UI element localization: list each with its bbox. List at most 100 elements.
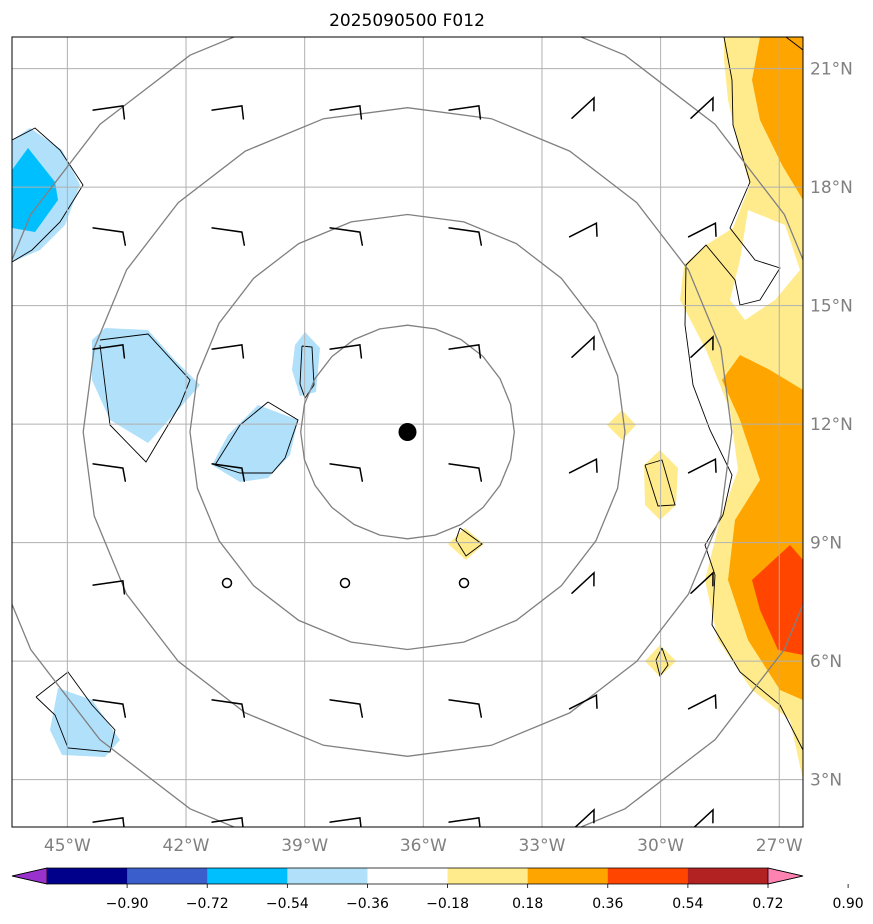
longitude-label: 42°W <box>163 836 210 856</box>
colorbar-swatch <box>287 868 368 884</box>
latitude-labels: 3°N 6°N 9°N 12°N 15°N 18°N 21°N <box>810 60 853 791</box>
longitude-label: 39°W <box>281 836 328 856</box>
colorbar-swatch <box>607 868 689 884</box>
range-ring <box>82 107 733 757</box>
wind-barb <box>448 699 483 718</box>
colorbar-tick-label: −0.54 <box>266 896 309 912</box>
wind-barb <box>92 463 127 482</box>
positive-region-east-core <box>752 545 803 655</box>
latitude-label: 9°N <box>810 534 842 554</box>
colorbar-swatch <box>207 868 288 884</box>
wind-barbs <box>92 96 717 827</box>
colorbar-tick-label: 0.36 <box>592 896 623 912</box>
wind-barb <box>211 344 245 359</box>
colorbar-tick-label: 0.54 <box>672 896 703 912</box>
longitude-label: 30°W <box>637 836 684 856</box>
range-ring <box>189 213 626 651</box>
range-rings <box>12 37 803 827</box>
colorbar-tick-label: −0.72 <box>186 896 229 912</box>
wind-barb <box>448 463 483 482</box>
map-area <box>12 37 803 827</box>
colorbar-tick-label: 0.18 <box>512 896 543 912</box>
wind-barb <box>571 571 595 594</box>
shaded-field <box>12 37 803 780</box>
contour-line <box>644 459 676 507</box>
colorbar-swatch <box>127 868 208 884</box>
wind-barb <box>448 105 482 120</box>
wind-barb <box>329 344 363 359</box>
negative-region-3 <box>292 332 320 396</box>
colorbar-tick-label: 0.90 <box>833 896 864 912</box>
east-band-gap <box>730 210 800 320</box>
contour-line <box>655 647 669 678</box>
colorbar-swatch <box>367 868 449 884</box>
wind-barb <box>92 817 125 827</box>
positive-region-east-mid <box>722 37 803 700</box>
contour-line <box>684 37 803 751</box>
wind-barb <box>329 817 362 827</box>
contour-line <box>785 37 803 51</box>
wind-barb <box>687 694 717 710</box>
wind-barb <box>693 808 714 827</box>
wind-barb <box>329 463 364 482</box>
contour-lines <box>12 37 803 753</box>
colorbar-swatch <box>527 868 609 884</box>
calm-wind-marker <box>458 577 470 589</box>
contour-line <box>214 401 299 474</box>
contour-line <box>12 127 84 263</box>
wind-barb <box>571 96 595 119</box>
wind-barb <box>92 227 127 246</box>
wind-barb <box>568 222 598 238</box>
wind-barb <box>211 463 246 482</box>
figure-title: 2025090500 F012 <box>329 11 485 31</box>
wind-barb <box>211 699 246 718</box>
wind-barb <box>687 222 717 238</box>
wind-barb <box>448 344 482 359</box>
wind-barb <box>448 817 481 827</box>
wind-barb <box>92 580 126 595</box>
calm-wind-marker <box>221 577 233 589</box>
negative-region-west-core <box>12 148 58 232</box>
wind-barb <box>211 105 245 120</box>
colorbar-outline <box>11 867 804 885</box>
colorbar-tick-label: −0.36 <box>346 896 389 912</box>
wind-barb <box>92 699 127 718</box>
longitude-label: 45°W <box>44 836 91 856</box>
colorbar-swatch <box>767 867 804 885</box>
latitude-label: 6°N <box>810 652 842 672</box>
colorbar-swatch <box>11 867 48 885</box>
latitude-label: 3°N <box>810 771 842 791</box>
wind-barb <box>92 105 126 120</box>
wind-barb <box>690 335 714 358</box>
longitude-label: 33°W <box>518 836 565 856</box>
wind-barb <box>329 105 363 120</box>
wind-barb <box>568 694 598 710</box>
wind-barb <box>568 458 598 474</box>
longitude-label: 27°W <box>756 836 803 856</box>
latitude-label: 18°N <box>810 178 853 198</box>
latitude-label: 15°N <box>810 297 853 317</box>
longitude-label: 36°W <box>400 836 447 856</box>
latitude-label: 12°N <box>810 415 853 435</box>
map-frame <box>11 36 804 828</box>
range-ring <box>300 324 515 540</box>
wind-barb <box>448 227 483 246</box>
wind-barb <box>329 227 364 246</box>
negative-region-1 <box>92 328 200 443</box>
wind-barb <box>211 227 246 246</box>
positive-blob-1 <box>607 410 636 440</box>
colorbar-swatch <box>447 868 529 884</box>
latitude-label: 21°N <box>810 60 853 80</box>
wind-barb <box>574 808 595 827</box>
colorbar-swatch <box>47 868 128 884</box>
colorbar-tick-label: −0.90 <box>106 896 149 912</box>
longitude-labels: 45°W 42°W 39°W 36°W 33°W 30°W 27°W <box>44 836 803 856</box>
contour-line <box>35 671 116 753</box>
wind-barb <box>92 344 126 359</box>
wind-barb <box>690 571 714 594</box>
storm-center-marker <box>398 423 417 441</box>
colorbar-tick-label: 0.72 <box>752 896 783 912</box>
colorbar-swatch <box>687 868 769 884</box>
calm-wind-marker <box>339 577 351 589</box>
negative-region-2 <box>212 405 298 482</box>
